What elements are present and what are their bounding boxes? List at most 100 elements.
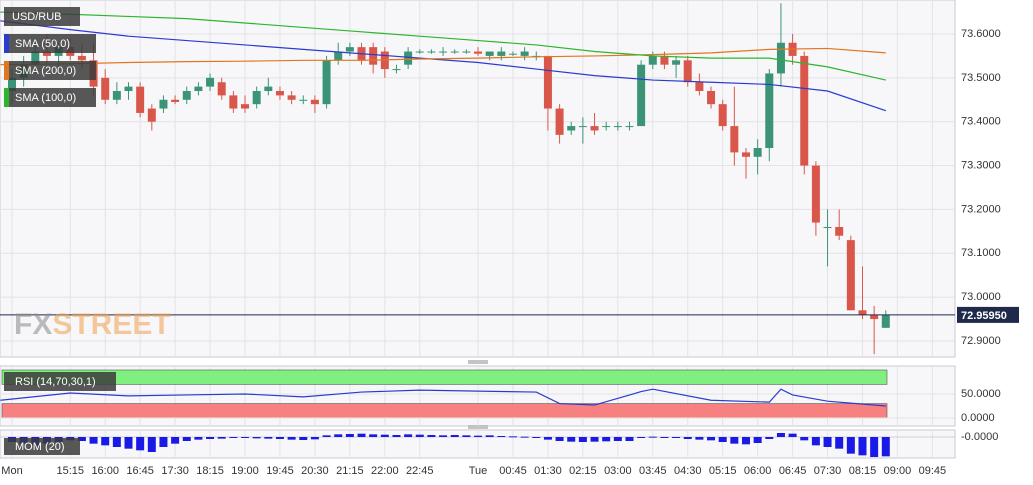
mom-bar — [811, 437, 820, 446]
candle-body — [846, 240, 855, 311]
mom-bar — [369, 434, 378, 437]
mom-bar — [171, 437, 180, 444]
x-tick-label: 22:00 — [371, 465, 399, 477]
candle-body — [287, 95, 296, 100]
legend: USD/RUB SMA (50,0) SMA (200,0) SMA (100,0) — [4, 7, 96, 107]
x-tick-label: 06:00 — [744, 465, 772, 477]
y-tick-label: 73.5000 — [961, 72, 1001, 84]
candle-body — [741, 152, 750, 157]
mom-bar — [206, 437, 215, 439]
mom-bar — [555, 437, 564, 441]
mom-bar — [147, 437, 156, 452]
rsi-line — [0, 388, 886, 407]
mom-bar — [415, 434, 424, 437]
candle-body — [613, 126, 622, 128]
candle-body — [252, 91, 261, 105]
candle-body — [858, 310, 867, 315]
mom-bar — [543, 437, 552, 440]
candle-body — [299, 99, 308, 101]
last-price-box — [957, 306, 1019, 323]
y-tick-label: 72.9000 — [961, 335, 1001, 347]
candle-body — [823, 226, 832, 228]
candle-body — [334, 51, 343, 61]
mom-bar — [392, 435, 401, 437]
candle-body — [590, 126, 599, 131]
mom-bar — [602, 437, 611, 442]
candle-body — [718, 104, 727, 127]
candle-body — [881, 314, 890, 328]
mom-bar — [112, 437, 121, 447]
mom-bar — [310, 437, 319, 440]
candle-body — [474, 51, 483, 54]
candle-body — [112, 91, 121, 100]
legend-swatch — [4, 34, 9, 53]
candle-body — [648, 55, 657, 65]
rsi-band — [1, 369, 888, 385]
mom-bar — [695, 437, 704, 440]
y-tick-label: 73.0000 — [961, 291, 1001, 303]
last-price-label: 72.95950 — [961, 310, 1007, 322]
candle-body — [683, 60, 692, 83]
mom-bar — [508, 436, 517, 438]
candle-body — [543, 55, 552, 109]
mom-bar — [474, 435, 483, 437]
mom-bar — [380, 434, 389, 437]
candle-body — [415, 51, 424, 53]
legend-label: MOM (20) — [15, 441, 65, 453]
legend-box — [4, 34, 96, 53]
mom-bar — [252, 437, 261, 439]
candle-body — [602, 126, 611, 128]
candle-body — [870, 314, 879, 320]
mom-bar — [287, 437, 296, 440]
mom-bar — [229, 437, 238, 438]
x-tick-label: 01:30 — [534, 465, 562, 477]
mom-bar — [241, 437, 250, 438]
y-tick-label: 73.3000 — [961, 159, 1001, 171]
candle-body — [730, 126, 739, 153]
legend-box — [4, 7, 80, 26]
legend-swatch — [4, 61, 9, 80]
mom-bar — [439, 435, 448, 437]
x-tick-label: 04:30 — [674, 465, 702, 477]
candle-body — [672, 60, 681, 65]
mom-bar — [159, 437, 168, 447]
legend-box — [4, 438, 80, 455]
x-tick-label: 03:00 — [604, 465, 632, 477]
candle-body — [206, 77, 215, 87]
marks — [0, 3, 955, 457]
candle-body — [707, 91, 716, 105]
candle-body — [660, 55, 669, 65]
watermark-fx: FX — [14, 308, 52, 341]
mom-bar — [322, 435, 331, 437]
x-tick-label: 21:15 — [336, 465, 364, 477]
legend-swatch — [4, 88, 9, 107]
watermark-street: STREET — [52, 308, 170, 341]
x-tick-label: 07:30 — [814, 465, 842, 477]
mom-bar — [613, 437, 622, 441]
x-tick-label: 20:30 — [301, 465, 329, 477]
x-tick-label: 05:15 — [709, 465, 737, 477]
candle-body — [835, 226, 844, 236]
candle-body — [508, 53, 517, 55]
candle-body — [42, 51, 51, 56]
mom-bar — [567, 437, 576, 442]
candle-body — [462, 51, 471, 53]
candle-body — [567, 126, 576, 131]
candle-body — [753, 148, 762, 157]
resize-grip[interactable] — [468, 360, 488, 429]
mom-bar — [881, 437, 890, 457]
candle-body — [625, 126, 634, 128]
mom-bar — [217, 437, 226, 439]
legend-label: SMA (100,0) — [15, 92, 76, 104]
y-tick-label: 73.2000 — [961, 203, 1001, 215]
mom-bar — [299, 437, 308, 440]
sma-line — [0, 20, 886, 112]
mom-bar — [578, 437, 587, 442]
x-tick-label: 06:45 — [779, 465, 807, 477]
x-tick-label: 22:45 — [406, 465, 434, 477]
mom-bar — [194, 437, 203, 440]
candle-body — [124, 86, 133, 92]
legend-box — [4, 88, 96, 107]
y-tick-label: 73.4000 — [961, 116, 1001, 128]
